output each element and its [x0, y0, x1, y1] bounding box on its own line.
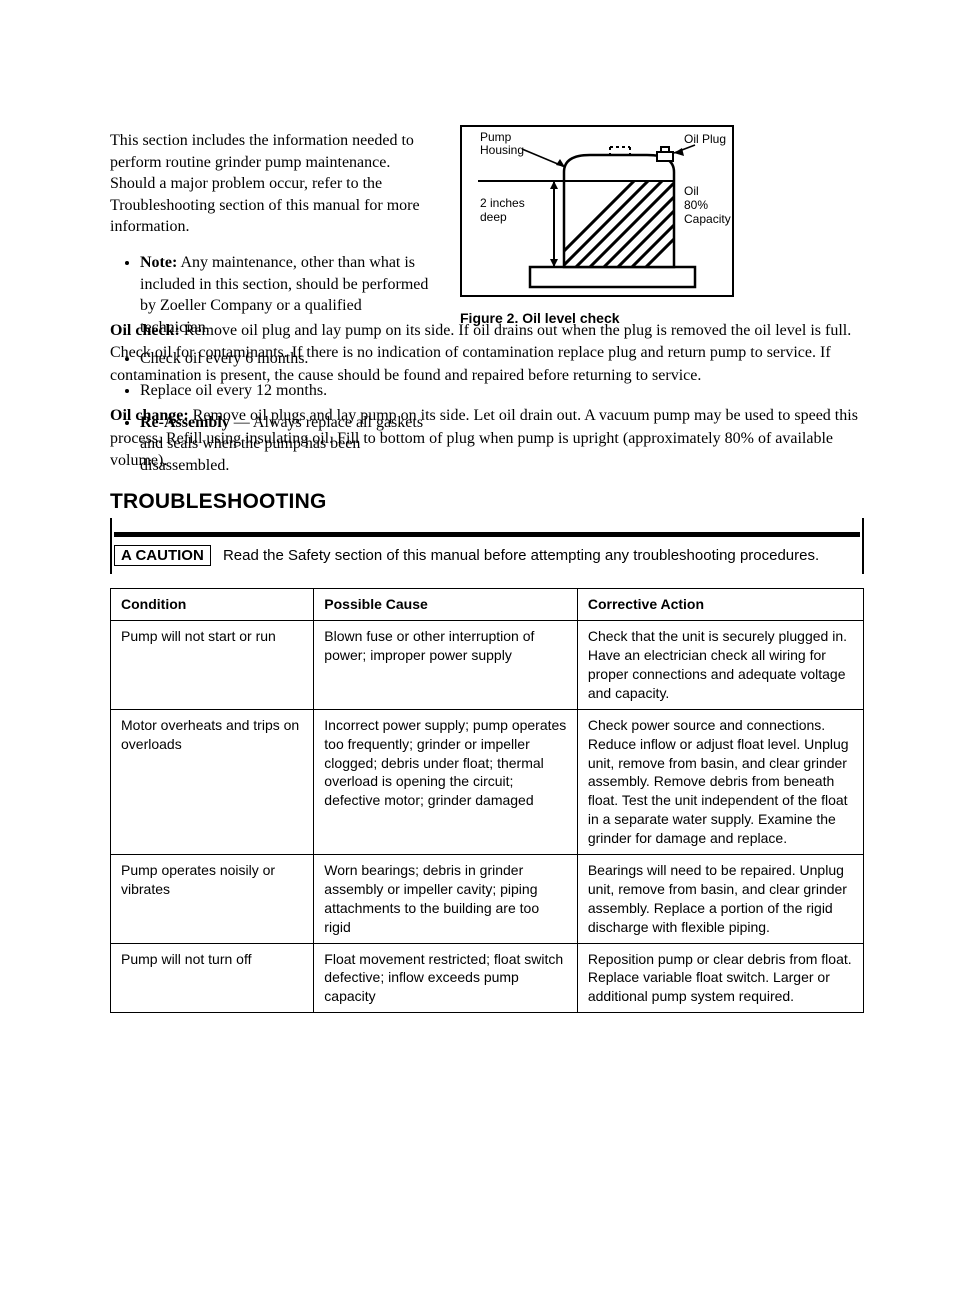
svg-text:80%: 80% [684, 198, 708, 212]
svg-text:Housing: Housing [480, 143, 524, 157]
note-4: Re-Assembly — Always replace all gaskets… [140, 412, 430, 477]
svg-text:Oil: Oil [684, 184, 699, 198]
pump-diagram: Pump Housing Oil Plug 2 inches deep Oil … [460, 125, 734, 297]
section-heading: TROUBLESHOOTING [110, 490, 864, 514]
svg-text:2 inches: 2 inches [480, 196, 525, 210]
th-condition: Condition [111, 589, 314, 621]
caution-block: A CAUTION Read the Safety section of thi… [110, 518, 864, 574]
table-row: Pump operates noisily or vibrates Worn b… [111, 855, 864, 944]
svg-text:Capacity: Capacity [684, 212, 731, 226]
left-column: This section includes the information ne… [110, 130, 430, 490]
table-header-row: Condition Possible Cause Corrective Acti… [111, 589, 864, 621]
notes-list: Note: Any maintenance, other than what i… [110, 252, 430, 476]
table-row: Pump will not turn off Float movement re… [111, 943, 864, 1013]
table-row: Pump will not start or run Blown fuse or… [111, 621, 864, 710]
th-action: Corrective Action [577, 589, 863, 621]
troubleshooting-table: Condition Possible Cause Corrective Acti… [110, 588, 864, 1013]
rule-bar [114, 532, 860, 537]
caution-text: Read the Safety section of this manual b… [223, 547, 819, 564]
th-cause: Possible Cause [314, 589, 578, 621]
note-2: Check oil every 6 months. [140, 348, 430, 370]
note-1: Note: Any maintenance, other than what i… [140, 252, 430, 338]
table-row: Motor overheats and trips on overloads I… [111, 709, 864, 854]
intro-paragraph: This section includes the information ne… [110, 130, 430, 238]
svg-text:deep: deep [480, 210, 507, 224]
svg-text:Oil Plug: Oil Plug [684, 132, 726, 146]
caution-badge: A CAUTION [114, 545, 211, 566]
note-3: Replace oil every 12 months. [140, 380, 430, 402]
figure-caption: Figure 2. Oil level check [460, 310, 870, 326]
svg-text:Pump: Pump [480, 130, 512, 144]
